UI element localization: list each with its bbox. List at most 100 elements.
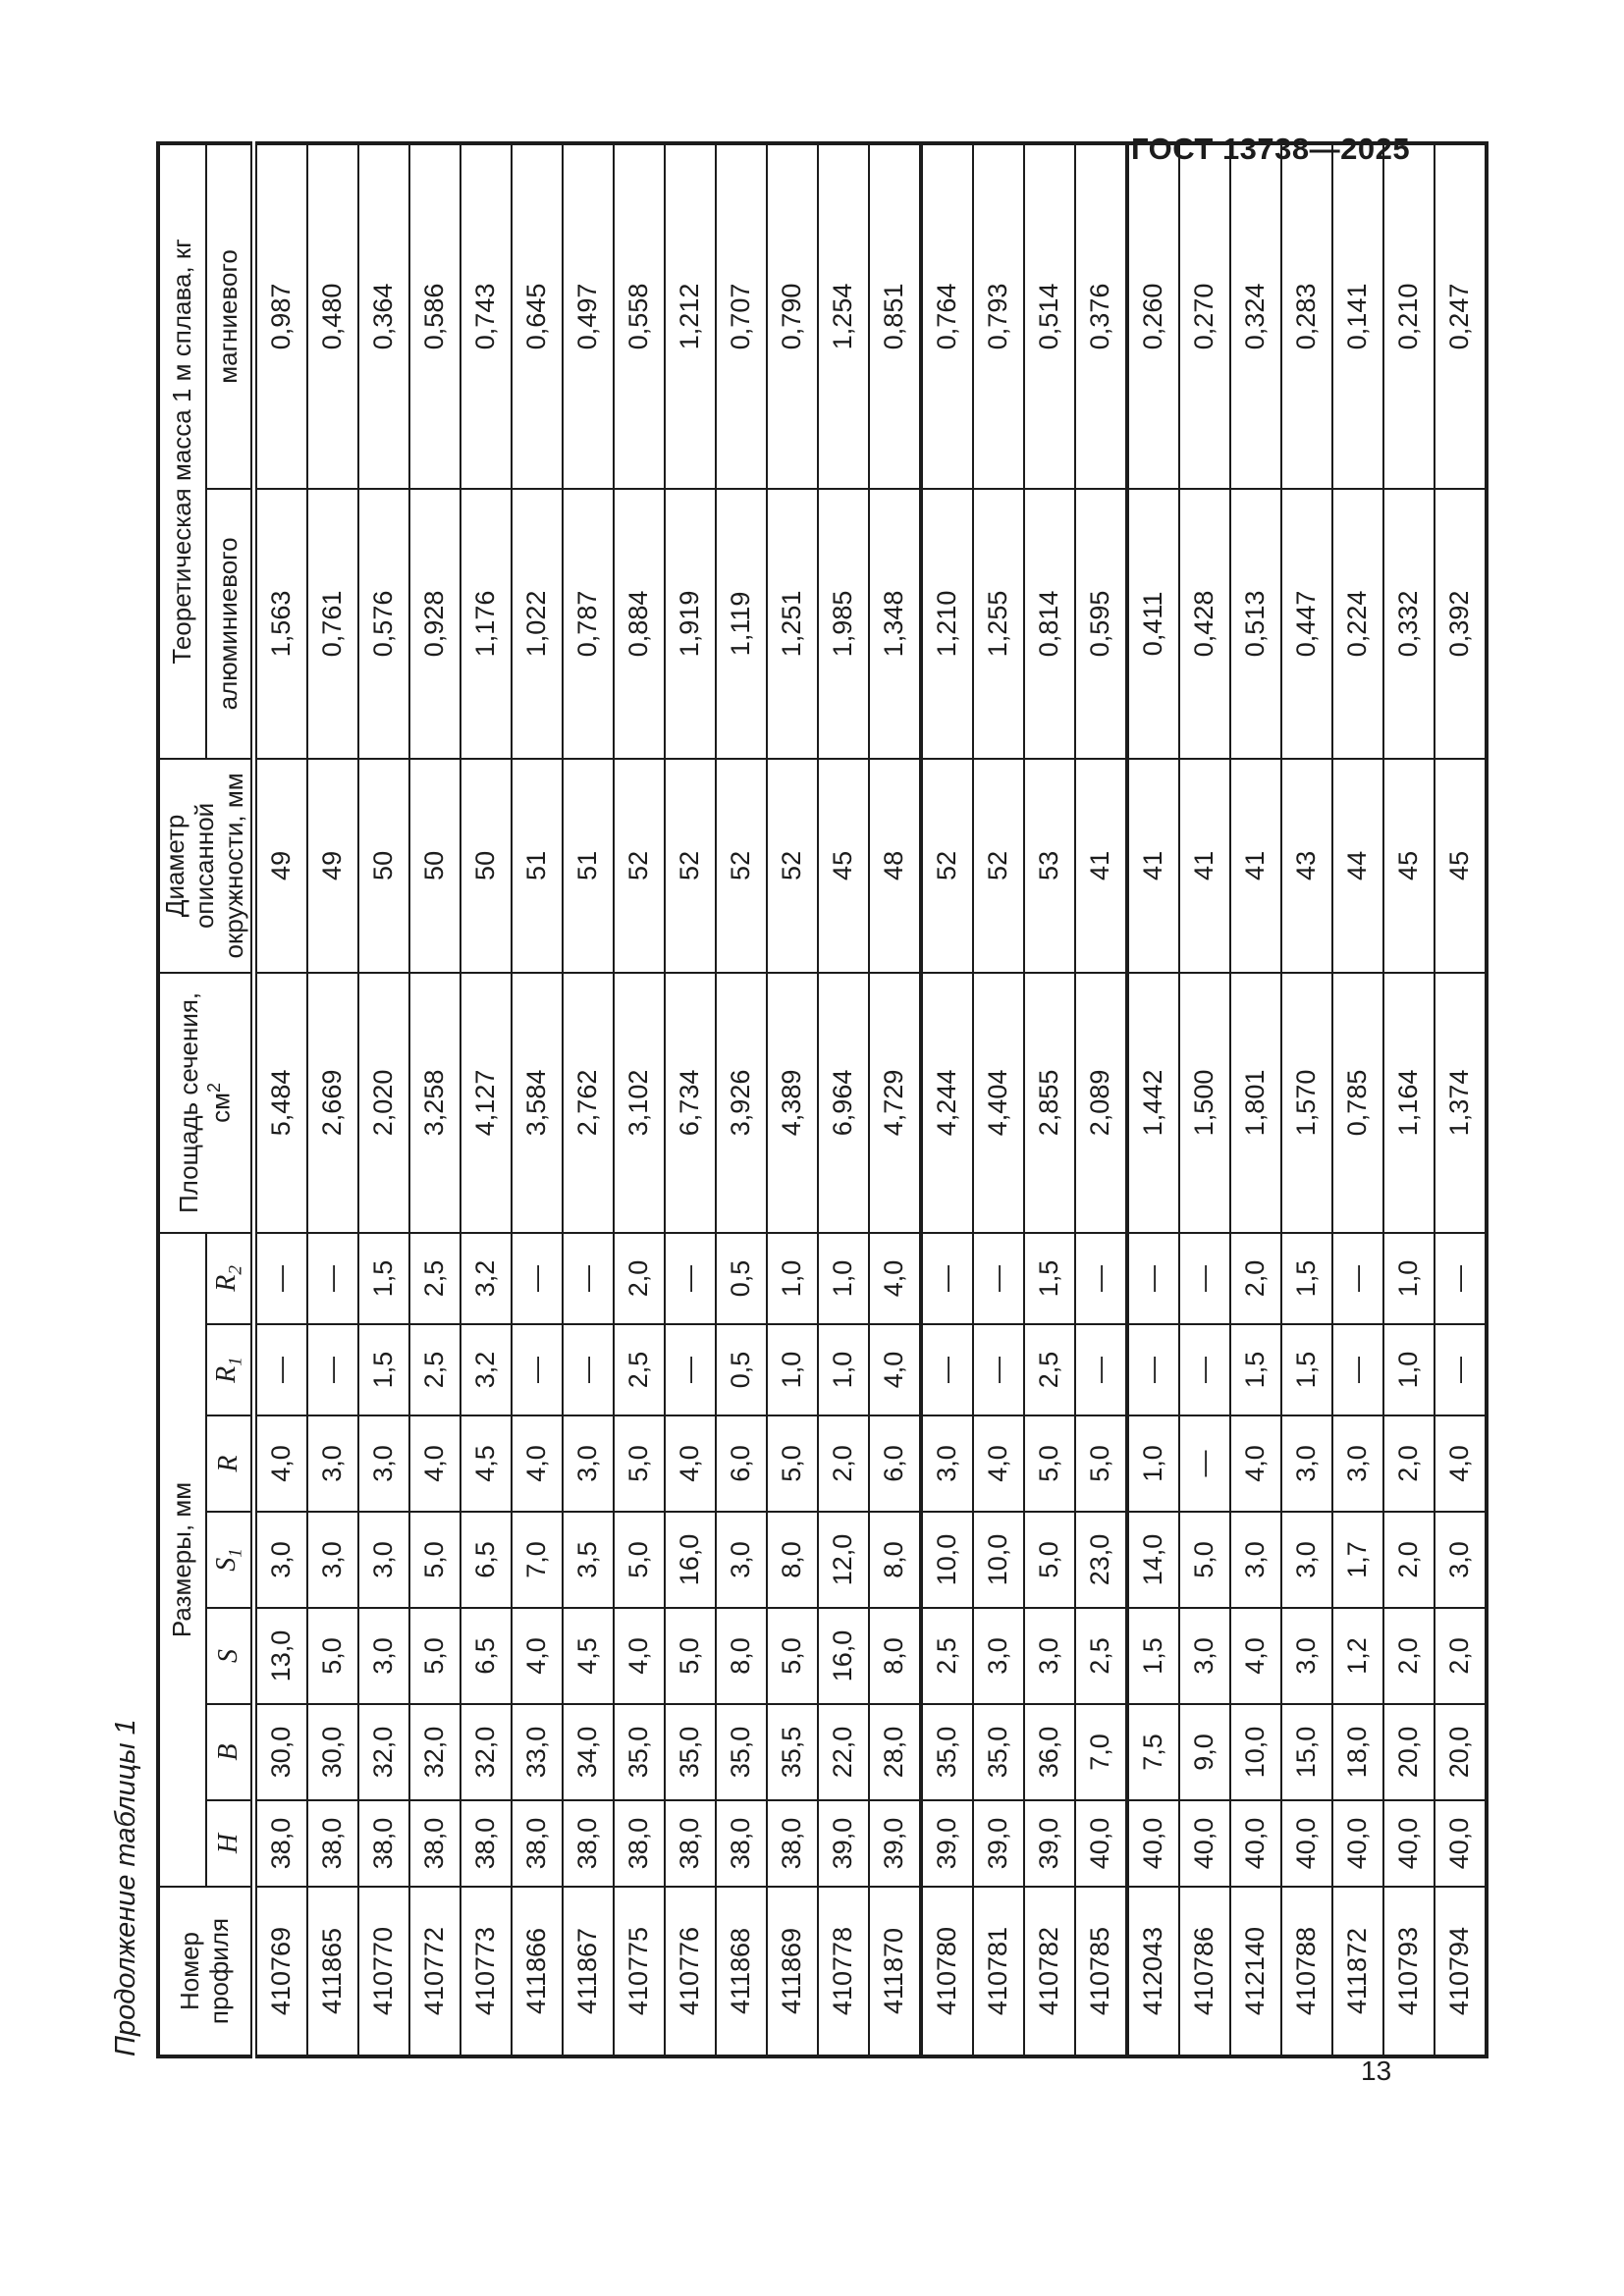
col-header-dim-r: R: [206, 1415, 254, 1512]
cell-section-area: 6,734: [665, 972, 716, 1233]
cell-mass-aluminum: 1,348: [869, 488, 921, 759]
cell-r1: —: [973, 1324, 1024, 1415]
cell-r2: 1,0: [1383, 1232, 1435, 1324]
cell-r2: —: [973, 1232, 1024, 1324]
page-number: 13: [1361, 2056, 1392, 2086]
cell-mass-magnesium: 0,260: [1127, 142, 1179, 489]
cell-mass-magnesium: 0,283: [1281, 142, 1332, 489]
cell-mass-magnesium: 0,851: [869, 142, 921, 489]
cell-diameter: 45: [818, 758, 869, 973]
cell-r1: 0,5: [716, 1324, 767, 1415]
cell-diameter: 50: [358, 758, 409, 973]
cell-s1: 1,7: [1332, 1512, 1383, 1608]
cell-b: 20,0: [1435, 1704, 1487, 1800]
cell-r: 2,0: [1383, 1415, 1435, 1512]
cell-r2: —: [1332, 1232, 1383, 1324]
cell-profile-number: 410778: [818, 1887, 869, 2056]
cell-s: 3,0: [358, 1608, 409, 1704]
cell-b: 32,0: [409, 1704, 460, 1800]
cell-section-area: 1,570: [1281, 972, 1332, 1233]
cell-mass-magnesium: 0,645: [512, 142, 563, 489]
cell-r2: —: [1435, 1232, 1487, 1324]
cell-profile-number: 410786: [1179, 1887, 1230, 2056]
cell-b: 30,0: [307, 1704, 358, 1800]
cell-mass-aluminum: 1,985: [818, 488, 869, 759]
cell-r2: —: [253, 1232, 307, 1324]
cell-r: 5,0: [1075, 1415, 1127, 1512]
cell-h: 38,0: [409, 1800, 460, 1887]
cell-mass-aluminum: 1,022: [512, 488, 563, 759]
cell-section-area: 2,762: [563, 972, 614, 1233]
cell-diameter: 52: [614, 758, 665, 973]
cell-profile-number: 410794: [1435, 1887, 1487, 2056]
cell-b: 35,0: [614, 1704, 665, 1800]
cell-profile-number: 410781: [973, 1887, 1024, 2056]
cell-s1: 14,0: [1127, 1512, 1179, 1608]
cell-h: 38,0: [665, 1800, 716, 1887]
cell-section-area: 3,102: [614, 972, 665, 1233]
cell-section-area: 4,729: [869, 972, 921, 1233]
cell-r2: 2,0: [614, 1232, 665, 1324]
table-row: 410780 39,0 35,0 2,5 10,0 3,0— —4,244 52 1,210 0,…: [921, 142, 973, 2056]
cell-r1: —: [665, 1324, 716, 1415]
cell-section-area: 1,801: [1230, 972, 1281, 1233]
cell-mass-aluminum: 0,576: [358, 488, 409, 759]
cell-s1: 3,5: [563, 1512, 614, 1608]
cell-h: 39,0: [973, 1800, 1024, 1887]
cell-r1: 2,5: [409, 1324, 460, 1415]
cell-r2: 1,0: [818, 1232, 869, 1324]
cell-b: 22,0: [818, 1704, 869, 1800]
cell-mass-magnesium: 0,514: [1024, 142, 1075, 489]
cell-h: 39,0: [818, 1800, 869, 1887]
cell-profile-number: 411872: [1332, 1887, 1383, 2056]
cell-diameter: 51: [563, 758, 614, 973]
cell-s1: 3,0: [358, 1512, 409, 1608]
cell-r1: —: [307, 1324, 358, 1415]
cell-diameter: 49: [307, 758, 358, 973]
cell-mass-aluminum: 1,563: [253, 488, 307, 759]
cell-diameter: 52: [665, 758, 716, 973]
cell-s: 3,0: [1281, 1608, 1332, 1704]
cell-mass-aluminum: 0,814: [1024, 488, 1075, 759]
cell-mass-magnesium: 0,586: [409, 142, 460, 489]
cell-profile-number: 410788: [1281, 1887, 1332, 2056]
cell-mass-aluminum: 0,332: [1383, 488, 1435, 759]
table-row: 411868 38,0 35,0 8,0 3,0 6,0 0,5 0,5 3,926 52 1,11…: [716, 142, 767, 2056]
cell-h: 38,0: [716, 1800, 767, 1887]
cell-r1: 1,0: [818, 1324, 869, 1415]
cell-s: 2,5: [1075, 1608, 1127, 1704]
cell-s1: 10,0: [921, 1512, 973, 1608]
cell-r2: —: [512, 1232, 563, 1324]
col-header-circumscribed-diameter: Диаметр описанной окружности, мм: [158, 758, 254, 973]
cell-r2: —: [563, 1232, 614, 1324]
cell-r2: 1,0: [767, 1232, 818, 1324]
cell-mass-magnesium: 0,987: [253, 142, 307, 489]
profiles-table: Номер профиля Размеры, мм Площадь сечени…: [156, 140, 1489, 2058]
cell-diameter: 44: [1332, 758, 1383, 973]
cell-section-area: 3,926: [716, 972, 767, 1233]
cell-r1: —: [1435, 1324, 1487, 1415]
col-header-dim-s1: S1: [206, 1512, 254, 1608]
cell-r1: 1,5: [358, 1324, 409, 1415]
cell-diameter: 43: [1281, 758, 1332, 973]
col-header-profile-number: Номер профиля: [158, 1887, 254, 2056]
table-row: 410775 38,0 35,0 4,0 5,0 5,0 2,5 2,0 3,102 52 0,88…: [614, 142, 665, 2056]
cell-mass-magnesium: 0,558: [614, 142, 665, 489]
cell-section-area: 2,020: [358, 972, 409, 1233]
cell-r1: —: [1332, 1324, 1383, 1415]
cell-h: 40,0: [1332, 1800, 1383, 1887]
document-header: ГОСТ 13738—2025: [1131, 132, 1411, 166]
col-header-dim-b: B: [206, 1704, 254, 1800]
cell-profile-number: 412140: [1230, 1887, 1281, 2056]
cell-r1: 2,5: [1024, 1324, 1075, 1415]
cell-diameter: 49: [253, 758, 307, 973]
cell-r1: —: [512, 1324, 563, 1415]
cell-r: 6,0: [869, 1415, 921, 1512]
cell-mass-aluminum: 1,119: [716, 488, 767, 759]
cell-r2: 4,0: [869, 1232, 921, 1324]
cell-mass-magnesium: 0,790: [767, 142, 818, 489]
cell-b: 10,0: [1230, 1704, 1281, 1800]
cell-r: 1,0: [1127, 1415, 1179, 1512]
cell-mass-magnesium: 0,247: [1435, 142, 1487, 489]
cell-h: 38,0: [253, 1800, 307, 1887]
